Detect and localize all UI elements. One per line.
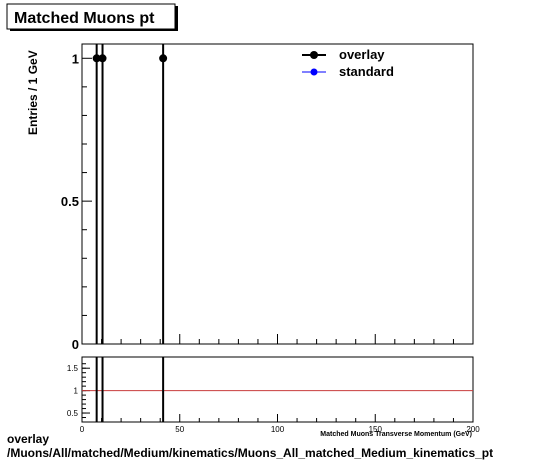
y-axis-label: Entries / 1 GeV <box>26 50 40 135</box>
y-tick-label: 0.5 <box>61 194 79 209</box>
footer-line-1: overlay <box>7 432 50 446</box>
ratio-plot-frame <box>81 356 474 423</box>
x-axis-label: Matched Muons Transverse Momentum (GeV) <box>320 431 472 438</box>
main-data-marks <box>92 44 168 344</box>
x-tick-label: 0 <box>80 425 85 434</box>
x-tick-label: 100 <box>271 425 285 434</box>
ratio-y-tick-label: 0.5 <box>67 409 79 418</box>
overlay-point-1 <box>98 54 107 63</box>
footer-line-2: /Muons/All/matched/Medium/kinematics/Muo… <box>7 446 494 460</box>
legend-entry-overlay: overlay <box>339 47 385 62</box>
x-tick-label: 200 <box>466 425 480 434</box>
main-plot-frame <box>81 43 474 345</box>
ratio-axis: 0.5 1 1.5 0 50 100 150 200 <box>67 363 480 434</box>
legend-entry-standard: standard <box>339 64 394 79</box>
x-tick-label: 150 <box>369 425 383 434</box>
y-tick-label: 1 <box>72 51 79 66</box>
legend-standard-marker <box>310 68 318 76</box>
ratio-y-tick-label: 1.5 <box>67 364 79 373</box>
legend-overlay-marker <box>310 51 318 59</box>
main-axis: 00.51 <box>61 51 474 352</box>
chart-title: Matched Muons pt <box>14 10 155 27</box>
y-tick-label: 0 <box>72 337 79 352</box>
ratio-data-marks <box>82 357 473 422</box>
ratio-y-tick-label: 1 <box>74 387 79 396</box>
legend: overlay standard <box>302 47 394 79</box>
overlay-point-2 <box>159 54 168 63</box>
overlay-point-0 <box>92 54 101 63</box>
title-box <box>6 3 176 30</box>
x-tick-label: 50 <box>175 425 184 434</box>
